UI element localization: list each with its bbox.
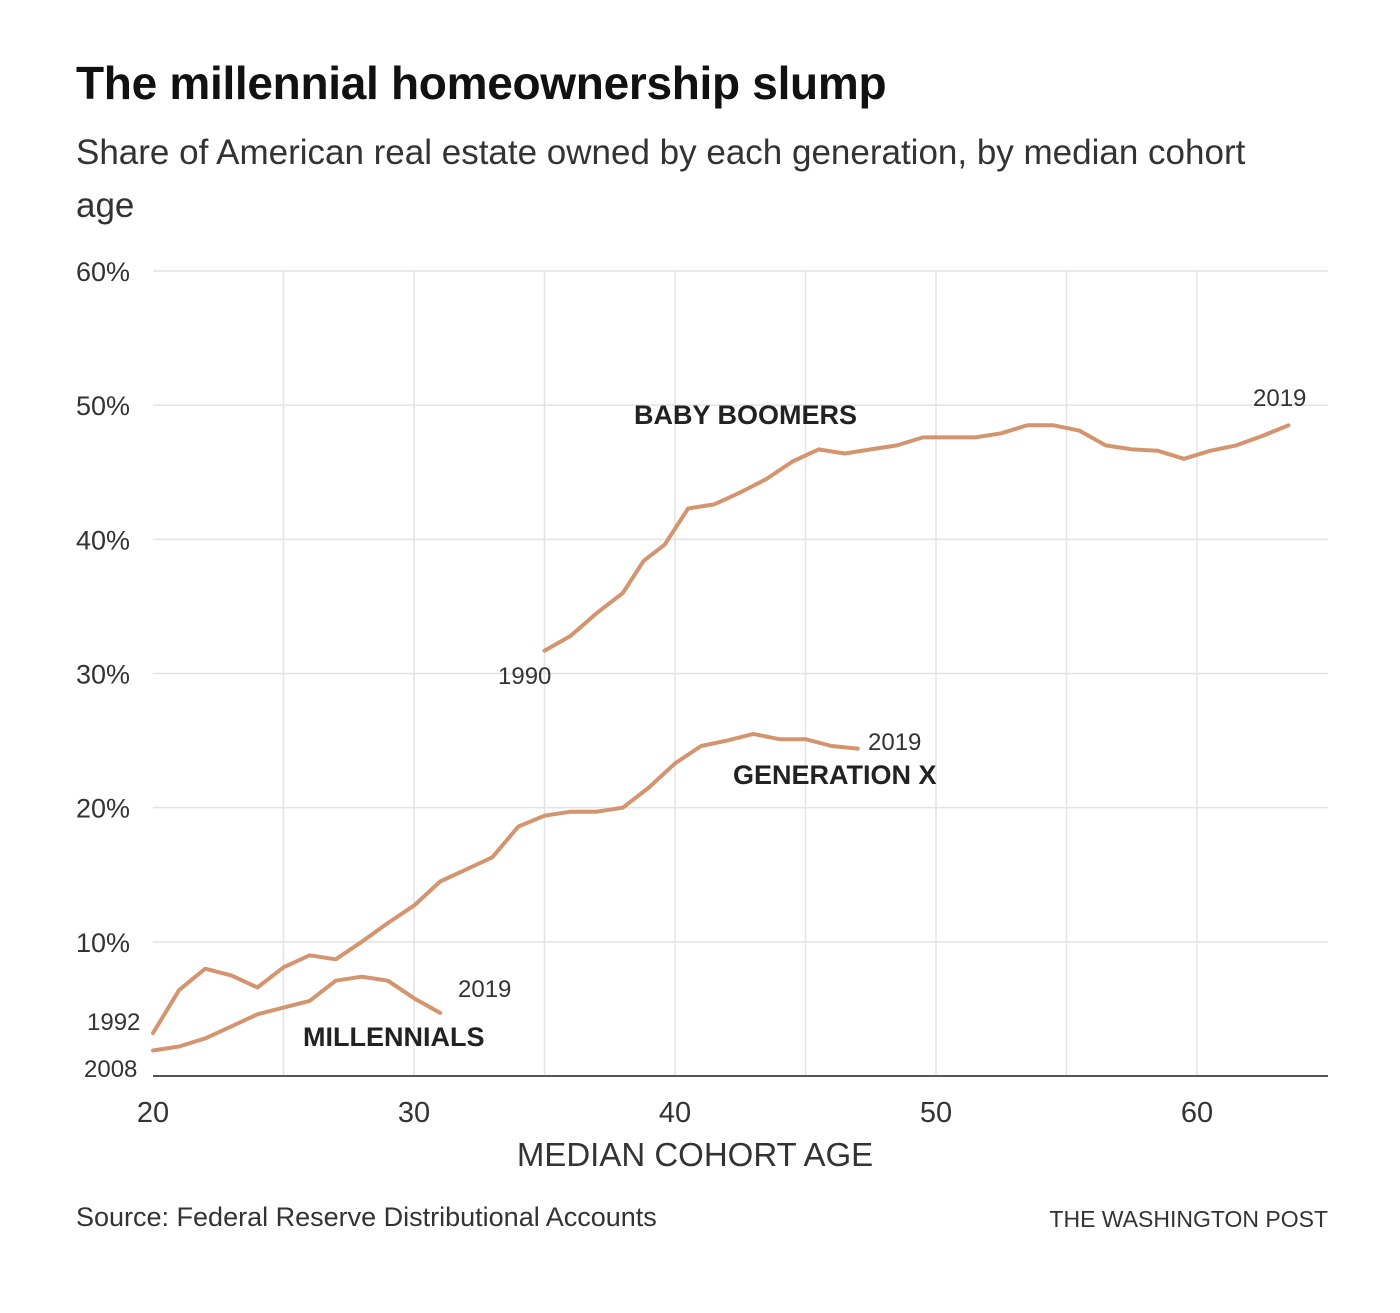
y-tick-label: 50% bbox=[76, 391, 130, 421]
y-tick-label: 40% bbox=[76, 525, 130, 555]
chart-subtitle: Share of American real estate owned by e… bbox=[76, 133, 1246, 225]
series-end-year-generation-x: 2019 bbox=[868, 729, 921, 756]
series-label-layer: BABY BOOMERS GENERATION X MILLENNIALS 1990 2… bbox=[84, 385, 1306, 1083]
series-line-millennials bbox=[151, 974, 443, 1053]
x-tick-label: 40 bbox=[659, 1097, 691, 1129]
series-start-year-millennials: 2008 bbox=[84, 1056, 137, 1083]
series-name-generation-x: GENERATION X bbox=[733, 760, 937, 790]
axis-layer: 10% 20% 30% 40% 50% 60% 20 30 40 50 60 MEDIAN COHOR… bbox=[76, 257, 1328, 1173]
series-start-year-generation-x: 1992 bbox=[87, 1009, 140, 1036]
source-note: Source: Federal Reserve Distributional A… bbox=[76, 1202, 657, 1232]
series-layer bbox=[151, 423, 1291, 1053]
y-tick-label: 20% bbox=[76, 794, 130, 824]
series-line-baby-boomers bbox=[542, 423, 1291, 653]
x-tick-label: 20 bbox=[137, 1097, 169, 1129]
series-name-millennials: MILLENNIALS bbox=[303, 1022, 485, 1052]
series-end-year-baby-boomers: 2019 bbox=[1253, 385, 1306, 412]
y-tick-label: 60% bbox=[76, 257, 130, 287]
series-name-baby-boomers: BABY BOOMERS bbox=[634, 400, 857, 430]
x-tick-label: 30 bbox=[398, 1097, 430, 1129]
grid-layer bbox=[153, 270, 1328, 1076]
series-line-generation-x bbox=[151, 731, 860, 1036]
y-tick-label: 10% bbox=[76, 928, 130, 958]
series-end-year-millennials: 2019 bbox=[458, 976, 511, 1003]
series-start-year-baby-boomers: 1990 bbox=[498, 663, 551, 690]
y-tick-label: 30% bbox=[76, 660, 130, 690]
x-axis-title: MEDIAN COHORT AGE bbox=[517, 1136, 873, 1173]
x-tick-label: 60 bbox=[1181, 1097, 1213, 1129]
x-tick-label: 50 bbox=[920, 1097, 952, 1129]
publisher-credit: THE WASHINGTON POST bbox=[1049, 1206, 1328, 1232]
chart-title: The millennial homeownership slump bbox=[76, 57, 887, 109]
